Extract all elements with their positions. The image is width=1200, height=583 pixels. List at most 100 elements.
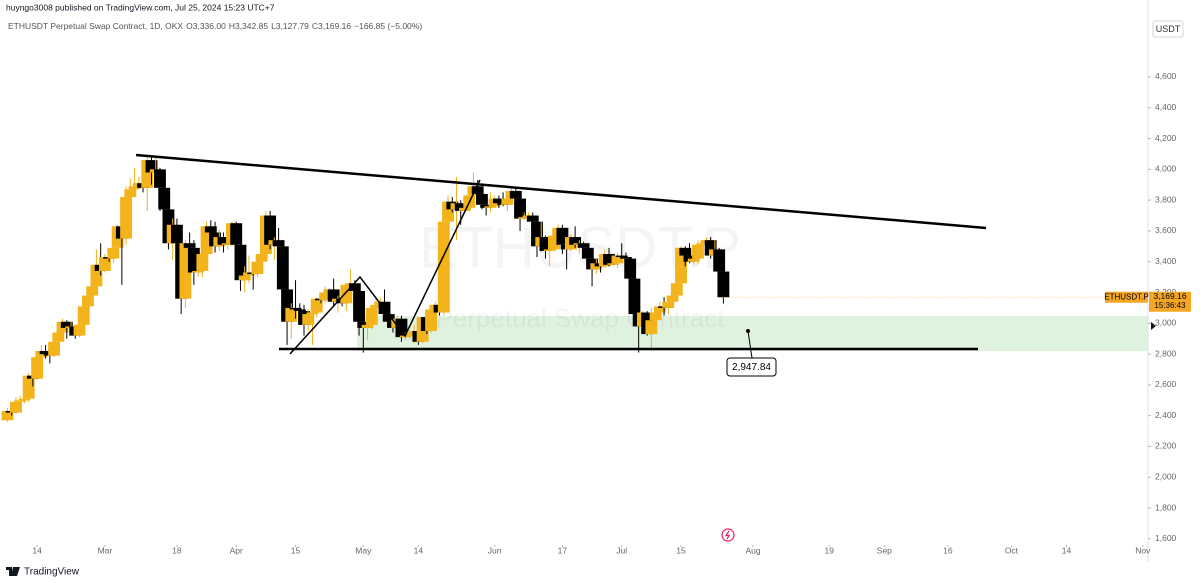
symbol-tag (1105, 291, 1148, 303)
y-tick-label: 2,600 (1155, 379, 1177, 389)
candle-body (696, 243, 709, 245)
candle-body (154, 169, 166, 188)
candle-body (124, 189, 137, 198)
candle-body (77, 306, 90, 325)
candle-body (370, 304, 382, 308)
candle-body (353, 290, 366, 322)
candle-body (90, 264, 103, 287)
annotation-box (726, 357, 777, 377)
x-tick-label: Oct (1005, 545, 1019, 555)
candle-body (687, 258, 700, 262)
candle-body (145, 160, 158, 173)
candle-body (518, 217, 531, 219)
y-tick-label: 1,600 (1155, 533, 1177, 543)
symbol: ETHUSDT Perpetual Swap Contract, 1D, OKX (8, 21, 183, 31)
candle-body (48, 341, 61, 356)
annotation-dot (746, 329, 750, 333)
candle-body (666, 295, 679, 302)
x-tick-label: 18 (172, 545, 182, 555)
x-tick-label: 15 (291, 545, 301, 555)
y-tick-label: 3,000 (1155, 318, 1177, 328)
candle-body (310, 298, 323, 313)
logo-icon (6, 567, 20, 576)
candle-body (170, 224, 183, 244)
event-icon (721, 528, 735, 542)
x-tick-label: 14 (1062, 545, 1072, 555)
candle-body (179, 243, 192, 299)
candle-body (620, 257, 632, 259)
candle-body (285, 307, 298, 322)
candle-body (98, 257, 111, 271)
candle-body (475, 193, 488, 205)
candle-body (437, 221, 450, 313)
watermark-description: Perpetual Swap Contract (435, 303, 725, 333)
candle-body (192, 270, 205, 273)
y-tick-label: 3,600 (1155, 225, 1177, 235)
y-tick-label: 2,800 (1155, 348, 1177, 358)
y-tick-label: 3,400 (1155, 256, 1177, 266)
y-tick-label: 4,200 (1155, 133, 1177, 143)
c-key: C (312, 21, 318, 31)
candle-body (615, 255, 628, 258)
candle-body (611, 255, 624, 264)
candle-body (183, 243, 196, 248)
price-tag-countdown: 15:36:43 (1154, 301, 1186, 310)
candle-body (569, 237, 582, 245)
o-value: 3,336.00 (193, 21, 226, 31)
candle-body (480, 204, 493, 208)
candle-body (501, 198, 514, 205)
x-tick-label: Jul (616, 545, 627, 555)
annotation-text: 2,947.84 (732, 362, 771, 373)
candle-body (82, 295, 94, 307)
y-tick-label: 4,600 (1155, 71, 1177, 81)
candle-body (10, 401, 22, 413)
y-tick-label: 2,400 (1155, 410, 1177, 420)
price-tag-value: 3,169.16 (1153, 291, 1186, 301)
x-tick-label: Sep (877, 545, 892, 555)
candle-body (581, 247, 594, 259)
candle-body (556, 227, 569, 245)
candle-body (645, 320, 658, 335)
x-tick-label: 14 (32, 545, 42, 555)
candle-body (120, 197, 133, 239)
candle-body (509, 190, 522, 199)
x-tick-label: 19 (825, 545, 835, 555)
candle-body (348, 283, 361, 291)
candle-body (238, 275, 251, 281)
candle-body (692, 244, 704, 259)
candle-body (454, 203, 467, 211)
l-key: L (271, 21, 276, 31)
candle-body (14, 400, 27, 402)
candle-body (272, 240, 285, 247)
candle-body (531, 221, 543, 247)
h-value: 3,342.85 (235, 21, 268, 31)
symbol-tag-text: ETHUSDT.P (1104, 292, 1148, 301)
axes: 1,600 1,800 2,000 2,200 2,400 2,600 2,800 3,000… (32, 71, 1176, 555)
candle-body (577, 243, 590, 248)
y-tick-label: 1,800 (1155, 502, 1177, 512)
candle-body (399, 335, 412, 338)
h-key: H (229, 21, 235, 31)
y-tick-label: 3,800 (1155, 194, 1177, 204)
candle-body (243, 272, 255, 276)
candle-body (251, 261, 264, 275)
c-value: 3,169.16 (318, 21, 351, 31)
x-tick-label: Mar (98, 545, 113, 555)
candle-body (107, 247, 120, 259)
candle-body (234, 244, 247, 281)
candle-body (649, 312, 662, 321)
event-bolt (724, 530, 731, 540)
candle-body (319, 292, 332, 301)
candle-body (543, 249, 556, 251)
x-tick-label: 14 (414, 545, 424, 555)
candle-body (276, 246, 289, 290)
support-zone (357, 316, 1148, 351)
x-tick-label: 17 (558, 545, 568, 555)
legend: ETHUSDT Perpetual Swap Contract, 1D, OKX… (8, 21, 422, 31)
currency: USDT (1156, 24, 1181, 34)
o-key: O (186, 21, 193, 31)
candle-body (22, 375, 35, 399)
